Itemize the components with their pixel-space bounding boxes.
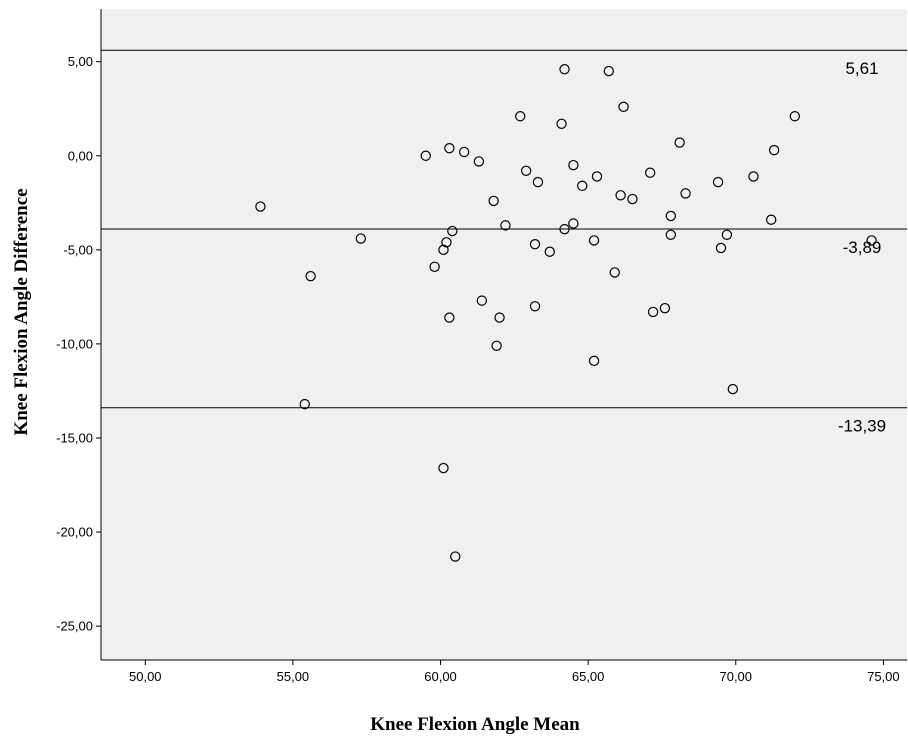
y-tick-label: -15,00 [56,430,93,445]
data-point [609,267,620,278]
data-point [529,238,541,250]
y-tick-label: -10,00 [56,336,93,351]
data-point [568,159,579,171]
data-point [494,312,505,323]
data-point [529,301,541,312]
data-point [488,195,499,207]
x-tick-label: 75,00 [867,669,900,684]
data-point [458,146,470,158]
data-point [789,111,801,122]
y-tick-label: -20,00 [56,525,93,540]
data-point [577,180,588,192]
data-point [447,225,458,237]
x-tick-label: 50,00 [129,669,162,684]
x-tick-label: 60,00 [424,669,457,684]
x-tick-label: 65,00 [572,669,605,684]
y-tick-label: 5,00 [68,54,93,69]
data-point [255,201,266,212]
data-point [441,237,452,248]
data-point [444,143,455,154]
data-point [768,144,780,156]
data-points [255,64,877,562]
x-tick-label: 70,00 [719,669,752,684]
data-point [588,235,600,246]
reference-lines: 5,61 -3,89 -13,39 [101,49,907,436]
data-point [721,229,733,240]
data-point [568,218,579,229]
data-point [500,220,511,231]
data-point [748,171,759,182]
y-axis-title: Knee Flexion Angle Difference [11,188,32,435]
data-point [715,242,727,254]
data-point [659,302,671,314]
data-point [591,171,603,182]
x-tick-label: 55,00 [277,669,310,684]
data-point [473,156,485,167]
data-point [520,165,532,177]
data-point [450,551,461,562]
data-point [491,340,502,351]
data-point [765,214,777,225]
data-point [438,462,449,474]
data-point [515,111,526,122]
data-point [299,398,310,410]
data-point [644,167,656,178]
data-point [627,193,638,205]
data-point [444,312,455,323]
x-axis-ticks: 50,00 55,00 60,00 65,00 70,00 75,00 [129,660,900,684]
reference-line-label: -13,39 [838,417,886,436]
data-point [680,188,691,199]
data-point [532,176,544,188]
data-point [429,261,440,272]
data-point [420,150,431,161]
data-point [727,383,739,395]
reference-line-label: 5,61 [845,59,878,78]
data-point [603,65,615,77]
data-point [355,233,367,244]
data-point [647,306,659,318]
y-axis-ticks: 5,00 0,00 -5,00 -10,00 -15,00 -20,00 -25,00 [56,54,101,634]
data-point [559,223,570,235]
data-point [544,246,555,257]
data-point [559,64,570,75]
data-point [866,235,877,246]
data-point [476,295,488,306]
data-point [712,176,724,188]
y-tick-label: -25,00 [56,619,93,634]
x-axis-title: Knee Flexion Angle Mean [370,714,580,735]
y-tick-label: 0,00 [68,148,93,163]
data-point [556,118,567,129]
data-point [588,355,600,367]
data-point [665,229,677,240]
data-point [665,210,677,222]
data-point [305,270,316,282]
y-tick-label: -5,00 [63,242,93,257]
data-point [438,244,449,256]
data-point [674,137,685,148]
plot-area [101,9,907,660]
reference-line-label: -3,89 [843,238,882,257]
data-point [618,101,629,113]
data-point [615,190,626,201]
